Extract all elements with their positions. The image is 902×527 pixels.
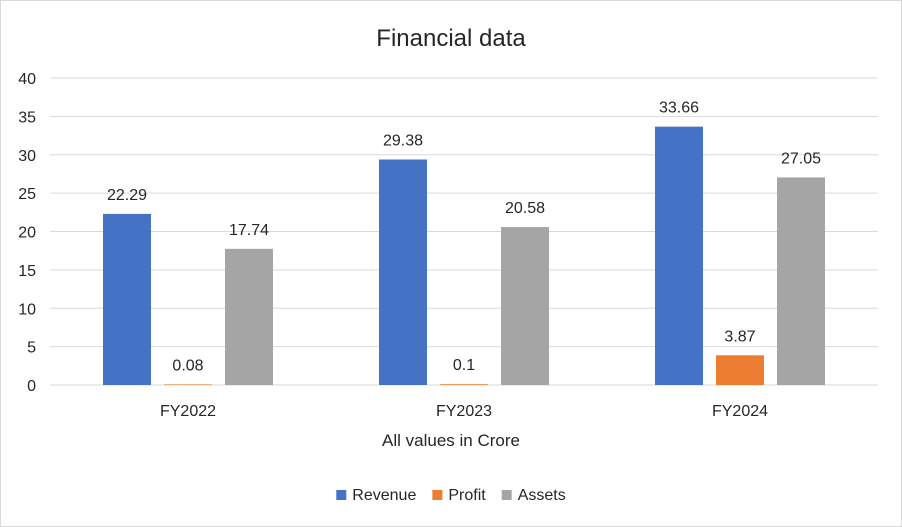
bar-assets-fy2024 <box>777 177 825 385</box>
legend-swatch-profit <box>432 490 443 500</box>
legend-label-profit: Profit <box>448 487 486 504</box>
bar-revenue-fy2024 <box>655 126 703 386</box>
data-label: 27.05 <box>781 150 821 167</box>
bar-profit-fy2024 <box>716 355 764 385</box>
y-tick-label: 20 <box>18 225 36 242</box>
bar-profit-fy2023 <box>440 384 488 385</box>
y-tick-label: 40 <box>18 71 36 88</box>
y-tick-label: 15 <box>18 263 36 280</box>
data-label: 17.74 <box>229 222 269 239</box>
data-label: 0.08 <box>172 357 203 374</box>
bars <box>103 126 825 386</box>
data-label: 3.87 <box>724 328 755 345</box>
x-axis-title: All values in Crore <box>382 431 520 450</box>
y-tick-label: 10 <box>18 301 36 318</box>
data-label: 33.66 <box>659 100 699 117</box>
bar-revenue-fy2022 <box>103 213 151 385</box>
y-tick-label: 25 <box>18 186 36 203</box>
data-labels: 22.29 0.08 17.74 29.38 0.1 20.58 33.66 3.87 27.0… <box>107 100 821 375</box>
y-tick-label: 0 <box>27 378 36 395</box>
y-tick-label: 35 <box>18 109 36 126</box>
x-tick-label: FY2024 <box>712 403 768 420</box>
bar-assets-fy2023 <box>501 227 549 385</box>
y-tick-label: 5 <box>27 340 36 357</box>
x-axis-ticks: FY2022 FY2023 FY2024 <box>160 403 768 420</box>
legend-label-revenue: Revenue <box>352 487 416 504</box>
data-label: 22.29 <box>107 187 147 204</box>
bar-assets-fy2022 <box>225 248 273 385</box>
legend-label-assets: Assets <box>518 487 566 504</box>
x-tick-label: FY2023 <box>436 403 492 420</box>
y-axis-ticks: 0 5 10 15 20 25 30 35 40 <box>18 71 36 395</box>
chart-title: Financial data <box>376 25 526 52</box>
bar-revenue-fy2023 <box>379 159 427 385</box>
legend-swatch-revenue <box>336 490 347 500</box>
data-label: 29.38 <box>383 133 423 150</box>
data-label: 0.1 <box>453 357 475 374</box>
legend-swatch-assets <box>501 490 512 500</box>
bar-profit-fy2022 <box>164 384 212 385</box>
y-tick-label: 30 <box>18 148 36 165</box>
legend: Revenue Profit Assets <box>336 487 566 504</box>
x-tick-label: FY2022 <box>160 403 216 420</box>
data-label: 20.58 <box>505 200 545 217</box>
